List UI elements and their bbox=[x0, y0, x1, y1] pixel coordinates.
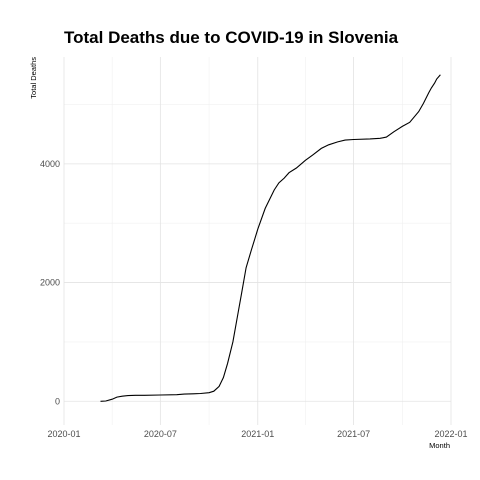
y-tick-label: 0 bbox=[55, 396, 60, 406]
y-tick-label: 4000 bbox=[40, 159, 60, 169]
series-line bbox=[100, 74, 441, 402]
x-tick-label: 2020-07 bbox=[144, 429, 177, 439]
y-axis-label: Total Deaths bbox=[29, 57, 38, 99]
y-tick-label: 2000 bbox=[40, 278, 60, 288]
x-tick-label: 2021-07 bbox=[337, 429, 370, 439]
grid-lines bbox=[63, 57, 452, 425]
x-tick-label: 2020-01 bbox=[47, 429, 80, 439]
x-tick-label: 2021-01 bbox=[241, 429, 274, 439]
x-tick-label: 2022-01 bbox=[434, 429, 467, 439]
x-tick-labels: 2020-01 2020-07 2021-01 2021-07 2022-01 bbox=[47, 429, 467, 439]
x-axis-label: Month bbox=[429, 441, 450, 450]
y-tick-labels: 0 2000 4000 bbox=[40, 159, 60, 406]
chart-title: Total Deaths due to COVID-19 in Slovenia bbox=[64, 28, 399, 47]
